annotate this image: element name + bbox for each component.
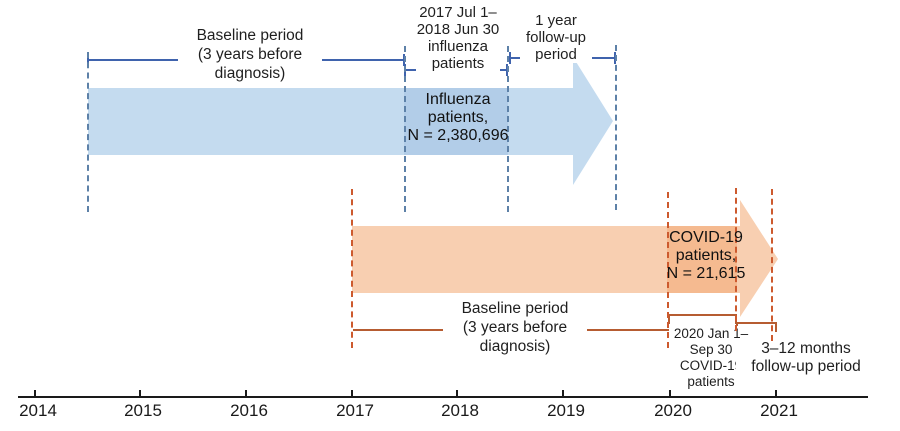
covid-followup-bracket bbox=[737, 322, 777, 324]
axis-year-label-2021: 2021 bbox=[760, 401, 798, 420]
covid-arrow-label: COVID-19 patients, N = 21,615 bbox=[666, 229, 746, 282]
axis-year-label-2016: 2016 bbox=[230, 401, 268, 420]
influenza-enrollment-segment bbox=[404, 88, 508, 155]
axis-tick-2015 bbox=[139, 390, 141, 397]
influenza-arrow-head bbox=[573, 57, 613, 185]
influenza-enrollment-start-dashed-line bbox=[404, 46, 406, 212]
covid-baseline-label: Baseline period (3 years before diagnosi… bbox=[443, 299, 587, 356]
axis-year-label-2014: 2014 bbox=[19, 401, 57, 420]
axis-tick-2020 bbox=[669, 390, 671, 397]
influenza-enrollment-end-dashed-line bbox=[507, 46, 509, 212]
influenza-followup-label: 1 year follow-up period bbox=[520, 12, 592, 63]
axis-tick-2019 bbox=[562, 390, 564, 397]
axis-year-label-2019: 2019 bbox=[547, 401, 585, 420]
axis-year-label-2015: 2015 bbox=[124, 401, 162, 420]
influenza-baseline-label: Baseline period (3 years before diagnosi… bbox=[178, 26, 322, 83]
axis-tick-2014 bbox=[34, 390, 36, 397]
axis-year-label-2020: 2020 bbox=[654, 401, 692, 420]
axis-year-label-2018: 2018 bbox=[441, 401, 479, 420]
covid-enrollment-segment bbox=[667, 226, 737, 293]
covid-enrollment-bracket-left-tick bbox=[668, 314, 670, 324]
year-axis-line bbox=[18, 396, 868, 398]
influenza-arrow-label: Influenza patients, N = 2,380,696 bbox=[407, 91, 509, 144]
covid-baseline-start-dashed-line bbox=[351, 189, 353, 348]
covid-followup-end-dashed-line bbox=[771, 189, 773, 341]
axis-tick-2021 bbox=[775, 390, 777, 397]
influenza-enrollment-label: 2017 Jul 1– 2018 Jun 30 influenza patien… bbox=[416, 4, 500, 72]
axis-tick-2018 bbox=[456, 390, 458, 397]
influenza-followup-end-dashed-line bbox=[615, 45, 617, 210]
covid-followup-label: 3–12 months follow-up period bbox=[736, 340, 876, 376]
axis-year-label-2017: 2017 bbox=[336, 401, 374, 420]
influenza-followup-bracket-left-tick bbox=[509, 52, 511, 64]
covid-enrollment-bracket bbox=[669, 314, 737, 316]
covid-enrollment-start-dashed-line bbox=[667, 192, 669, 348]
covid-followup-bracket-right-tick bbox=[775, 322, 777, 332]
axis-tick-2016 bbox=[245, 390, 247, 397]
axis-tick-2017 bbox=[351, 390, 353, 397]
influenza-baseline-start-dashed-line bbox=[87, 52, 89, 212]
covid-enrollment-end-dashed-line bbox=[735, 188, 737, 331]
